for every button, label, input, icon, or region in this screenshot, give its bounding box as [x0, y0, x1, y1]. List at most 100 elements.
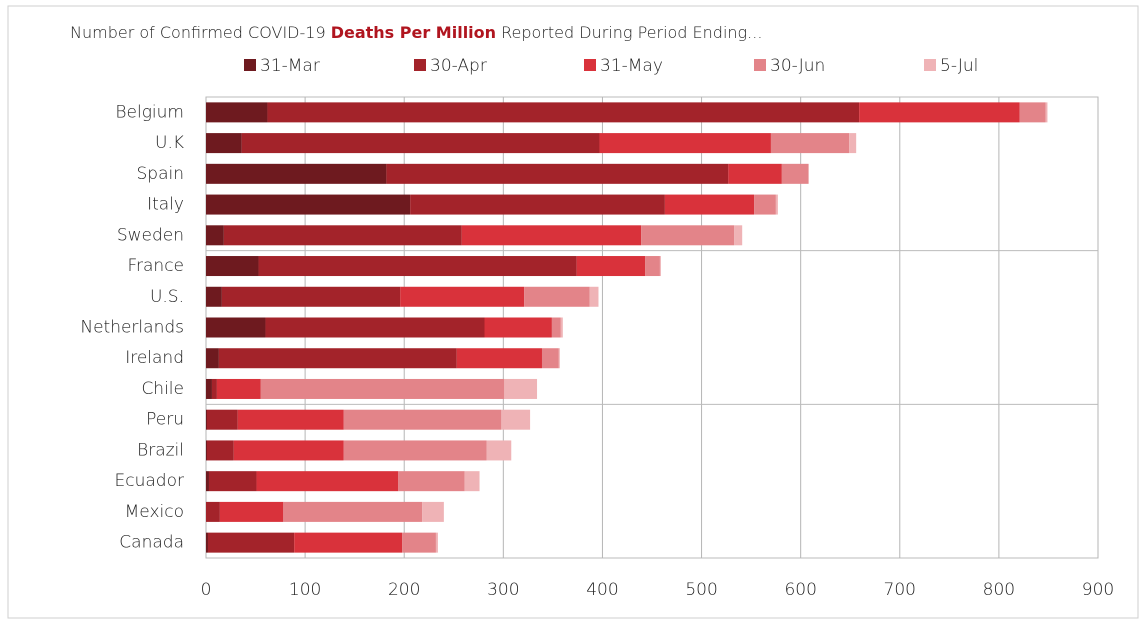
x-tick-label: 500: [685, 580, 717, 600]
bar-segment: [504, 378, 538, 399]
y-tick-label: Brazil: [137, 440, 184, 460]
bar-segment: [422, 501, 444, 522]
y-tick-label: U.S.: [150, 287, 184, 307]
x-tick-label: 200: [388, 580, 420, 600]
y-tick-label: France: [127, 256, 184, 276]
bar-segment: [1019, 102, 1046, 123]
legend-swatch: [414, 59, 426, 71]
bar-segment: [233, 440, 344, 461]
y-tick-label: Belgium: [115, 102, 184, 122]
bar-segment: [206, 409, 207, 430]
bar-segment: [241, 133, 600, 154]
bar-segment: [754, 194, 776, 215]
title-emphasis: Deaths Per Million: [331, 23, 496, 42]
bar-segment: [206, 286, 222, 307]
bar-segment: [501, 409, 531, 430]
bar-segment: [206, 409, 238, 430]
bar-segment: [206, 378, 212, 399]
bar-segment: [206, 102, 268, 123]
bar-segment: [283, 501, 423, 522]
bar-segment: [211, 378, 217, 399]
bar-segment: [728, 163, 782, 184]
bar-segment: [541, 348, 559, 369]
bar-segment: [267, 102, 860, 123]
frame: [7, 5, 1139, 619]
y-tick-label: Canada: [119, 533, 184, 553]
bar-segment: [641, 225, 735, 246]
bar-segment: [849, 133, 857, 154]
legend-label: 5-Jul: [940, 56, 978, 76]
bar-segment: [206, 133, 242, 154]
bar-segment: [219, 501, 284, 522]
y-tick-label: Italy: [147, 195, 184, 215]
bar-segment: [260, 378, 505, 399]
x-tick-label: 800: [983, 580, 1015, 600]
bar-segment: [206, 348, 219, 369]
legend-label: 30-Apr: [430, 56, 487, 76]
y-tick-label: Spain: [137, 164, 185, 184]
bar-segment: [343, 409, 502, 430]
bar-segment: [400, 286, 525, 307]
bar-segment: [589, 286, 599, 307]
bar-segment: [206, 194, 411, 215]
x-tick-label: 400: [586, 580, 618, 600]
bar-segment: [484, 317, 552, 338]
legend-swatch: [584, 59, 596, 71]
bar-segment: [223, 225, 462, 246]
bar-segment: [206, 501, 220, 522]
bar-segment: [206, 225, 224, 246]
bar-segment: [775, 194, 778, 215]
bar-segment: [551, 317, 561, 338]
bar-segment: [208, 471, 257, 492]
bar-segment: [206, 163, 387, 184]
bar-segment: [265, 317, 485, 338]
bar-segment: [486, 440, 512, 461]
y-tick-label: Netherlands: [80, 318, 184, 338]
bar-segment: [435, 532, 438, 553]
bar-segment: [576, 256, 646, 277]
legend-swatch: [924, 59, 936, 71]
bar-segment: [659, 256, 661, 277]
bar-segment: [206, 471, 209, 492]
legend-label: 31-May: [600, 56, 663, 76]
x-tick-label: 900: [1082, 580, 1114, 600]
x-tick-label: 100: [289, 580, 321, 600]
bar-segment: [645, 256, 660, 277]
bar-segment: [599, 133, 771, 154]
bar-segment: [218, 348, 457, 369]
bar-segment: [258, 256, 577, 277]
x-tick-label: 600: [784, 580, 816, 600]
bar-segment: [1045, 102, 1048, 123]
bar-segment: [206, 256, 259, 277]
bar-segment: [206, 532, 208, 553]
bar-segment: [461, 225, 642, 246]
bar-segment: [343, 440, 487, 461]
y-tick-label: Mexico: [125, 502, 184, 522]
legend-swatch: [754, 59, 766, 71]
bar-segment: [402, 532, 436, 553]
x-tick-label: 700: [884, 580, 916, 600]
bar-segment: [237, 409, 344, 430]
y-tick-label: Sweden: [117, 225, 184, 245]
y-tick-label: U.K: [155, 133, 184, 153]
bar-segment: [207, 532, 295, 553]
bar-segment: [734, 225, 743, 246]
bar-segment: [456, 348, 542, 369]
bar-segment: [464, 471, 480, 492]
bar-segment: [398, 471, 465, 492]
legend-swatch: [244, 59, 256, 71]
bar-segment: [256, 471, 399, 492]
bar-segment: [664, 194, 755, 215]
bar-segment: [524, 286, 590, 307]
bar-segment: [294, 532, 403, 553]
bar-segment: [560, 317, 563, 338]
bar-segment: [216, 378, 261, 399]
bar-segment: [206, 317, 266, 338]
y-tick-label: Peru: [146, 410, 184, 430]
x-tick-label: 0: [201, 580, 212, 600]
bar-segment: [386, 163, 729, 184]
y-tick-label: Chile: [141, 379, 184, 399]
bar-segment: [781, 163, 809, 184]
bar-segment: [410, 194, 665, 215]
